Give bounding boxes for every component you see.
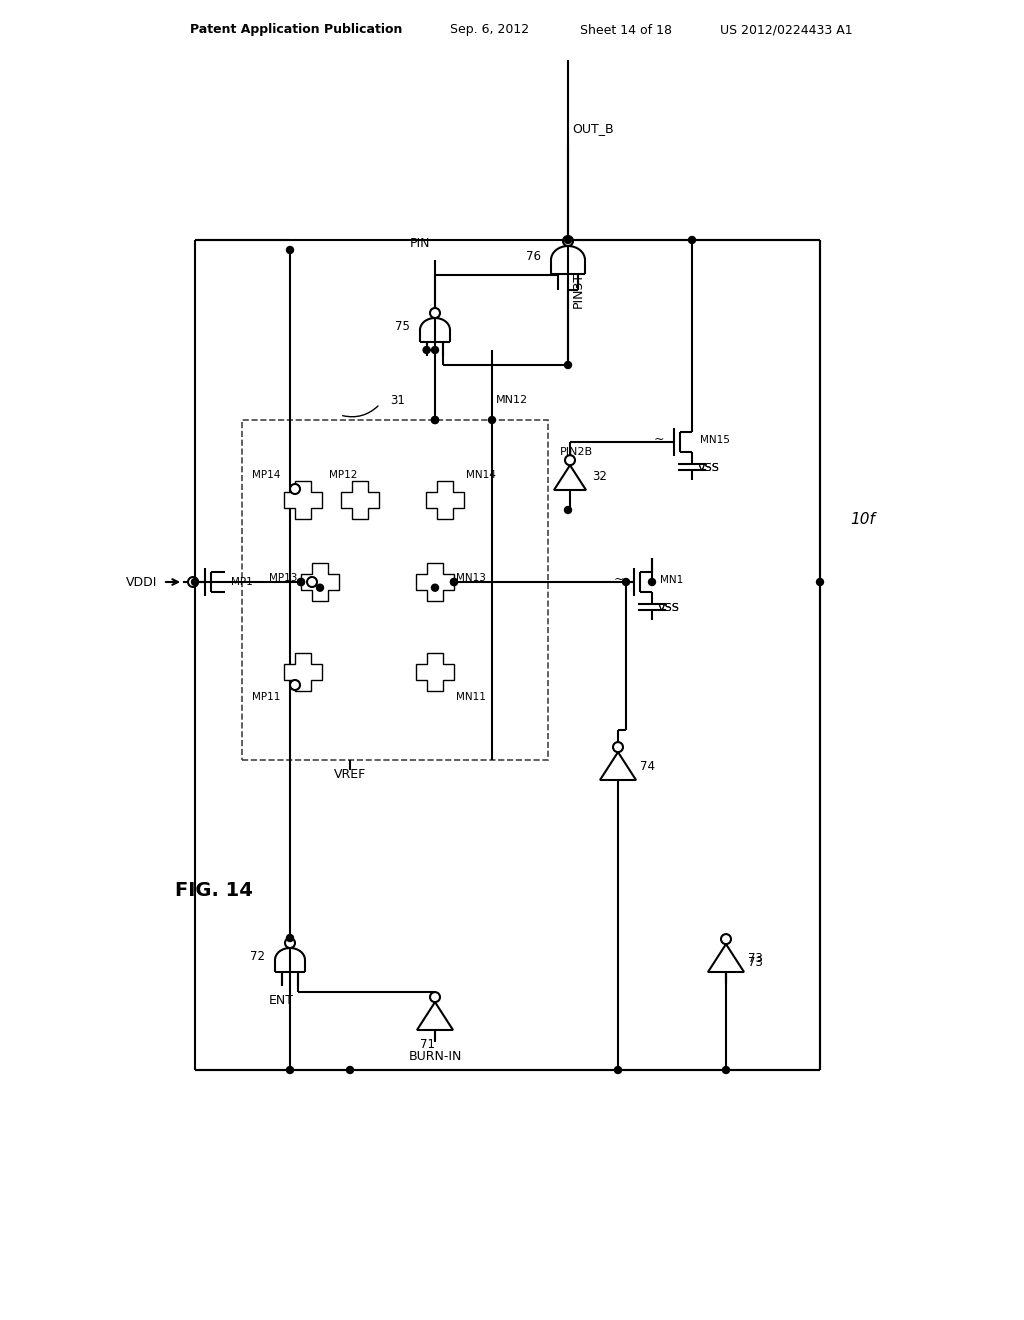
Text: MN14: MN14	[466, 470, 496, 480]
Circle shape	[431, 585, 438, 591]
Circle shape	[721, 935, 731, 944]
Text: 31: 31	[390, 393, 404, 407]
Text: 74: 74	[640, 759, 655, 772]
Circle shape	[564, 362, 571, 368]
Polygon shape	[554, 465, 586, 490]
Circle shape	[287, 1067, 294, 1073]
Text: 76: 76	[526, 249, 541, 263]
Text: PIN3T: PIN3T	[572, 272, 585, 308]
Text: 71: 71	[420, 1038, 435, 1051]
Text: 10f: 10f	[850, 512, 874, 528]
Circle shape	[563, 236, 573, 246]
Circle shape	[423, 346, 430, 354]
Circle shape	[623, 578, 630, 586]
Circle shape	[431, 417, 438, 424]
Polygon shape	[417, 1002, 453, 1030]
Circle shape	[298, 578, 304, 586]
Circle shape	[816, 578, 823, 586]
Text: Sep. 6, 2012: Sep. 6, 2012	[450, 24, 529, 37]
Text: VSS: VSS	[658, 603, 680, 612]
Text: PIN2B: PIN2B	[560, 447, 593, 457]
Text: MP14: MP14	[252, 470, 280, 480]
Text: MN13: MN13	[456, 573, 485, 583]
Text: VREF: VREF	[334, 767, 367, 780]
Text: PIN: PIN	[410, 238, 430, 249]
Circle shape	[564, 236, 571, 243]
Circle shape	[723, 1067, 729, 1073]
Text: 75: 75	[395, 319, 410, 333]
Polygon shape	[284, 653, 322, 690]
Circle shape	[290, 484, 300, 494]
Circle shape	[488, 417, 496, 424]
Circle shape	[191, 578, 199, 586]
Polygon shape	[341, 480, 379, 519]
Text: BURN-IN: BURN-IN	[409, 1049, 462, 1063]
Circle shape	[614, 1067, 622, 1073]
Text: ~: ~	[613, 573, 624, 586]
Circle shape	[430, 993, 440, 1002]
Text: VSS: VSS	[658, 603, 680, 612]
Text: VSS: VSS	[698, 463, 720, 473]
Text: FIG. 14: FIG. 14	[175, 880, 253, 899]
Text: MN15: MN15	[700, 436, 730, 445]
Polygon shape	[708, 944, 744, 972]
Circle shape	[451, 578, 458, 586]
Circle shape	[688, 236, 695, 243]
Circle shape	[613, 742, 623, 752]
Text: MN12: MN12	[496, 395, 528, 405]
Text: VDDI: VDDI	[126, 576, 157, 589]
Circle shape	[565, 455, 575, 465]
Circle shape	[290, 680, 300, 690]
Text: MP13: MP13	[268, 573, 297, 583]
Text: MP1: MP1	[231, 577, 253, 587]
Circle shape	[431, 346, 438, 354]
Text: MN1: MN1	[660, 576, 683, 585]
Circle shape	[431, 417, 438, 424]
Text: 73: 73	[748, 956, 763, 969]
Circle shape	[564, 507, 571, 513]
Circle shape	[188, 577, 198, 587]
Circle shape	[287, 935, 294, 941]
Text: US 2012/0224433 A1: US 2012/0224433 A1	[720, 24, 853, 37]
Circle shape	[298, 578, 304, 586]
Text: VSS: VSS	[698, 463, 720, 473]
Polygon shape	[416, 564, 454, 601]
Text: 73: 73	[748, 952, 763, 965]
Polygon shape	[284, 480, 322, 519]
Text: Sheet 14 of 18: Sheet 14 of 18	[580, 24, 672, 37]
Polygon shape	[600, 752, 636, 780]
Text: ~: ~	[653, 433, 664, 446]
Circle shape	[430, 308, 440, 318]
Text: OUT_B: OUT_B	[572, 121, 613, 135]
Polygon shape	[426, 480, 464, 519]
Polygon shape	[301, 564, 339, 601]
Circle shape	[346, 1067, 353, 1073]
Circle shape	[285, 939, 295, 948]
Text: MP11: MP11	[252, 692, 280, 702]
Circle shape	[316, 585, 324, 591]
Polygon shape	[416, 653, 454, 690]
Circle shape	[451, 578, 458, 586]
Text: Patent Application Publication: Patent Application Publication	[190, 24, 402, 37]
Text: MP12: MP12	[329, 470, 357, 480]
Text: ENT: ENT	[269, 994, 294, 1006]
Circle shape	[307, 577, 317, 587]
Text: MN11: MN11	[456, 692, 485, 702]
Text: 72: 72	[250, 949, 265, 962]
Text: 32: 32	[592, 470, 607, 483]
Circle shape	[648, 578, 655, 586]
Circle shape	[287, 247, 294, 253]
FancyArrowPatch shape	[343, 407, 378, 417]
